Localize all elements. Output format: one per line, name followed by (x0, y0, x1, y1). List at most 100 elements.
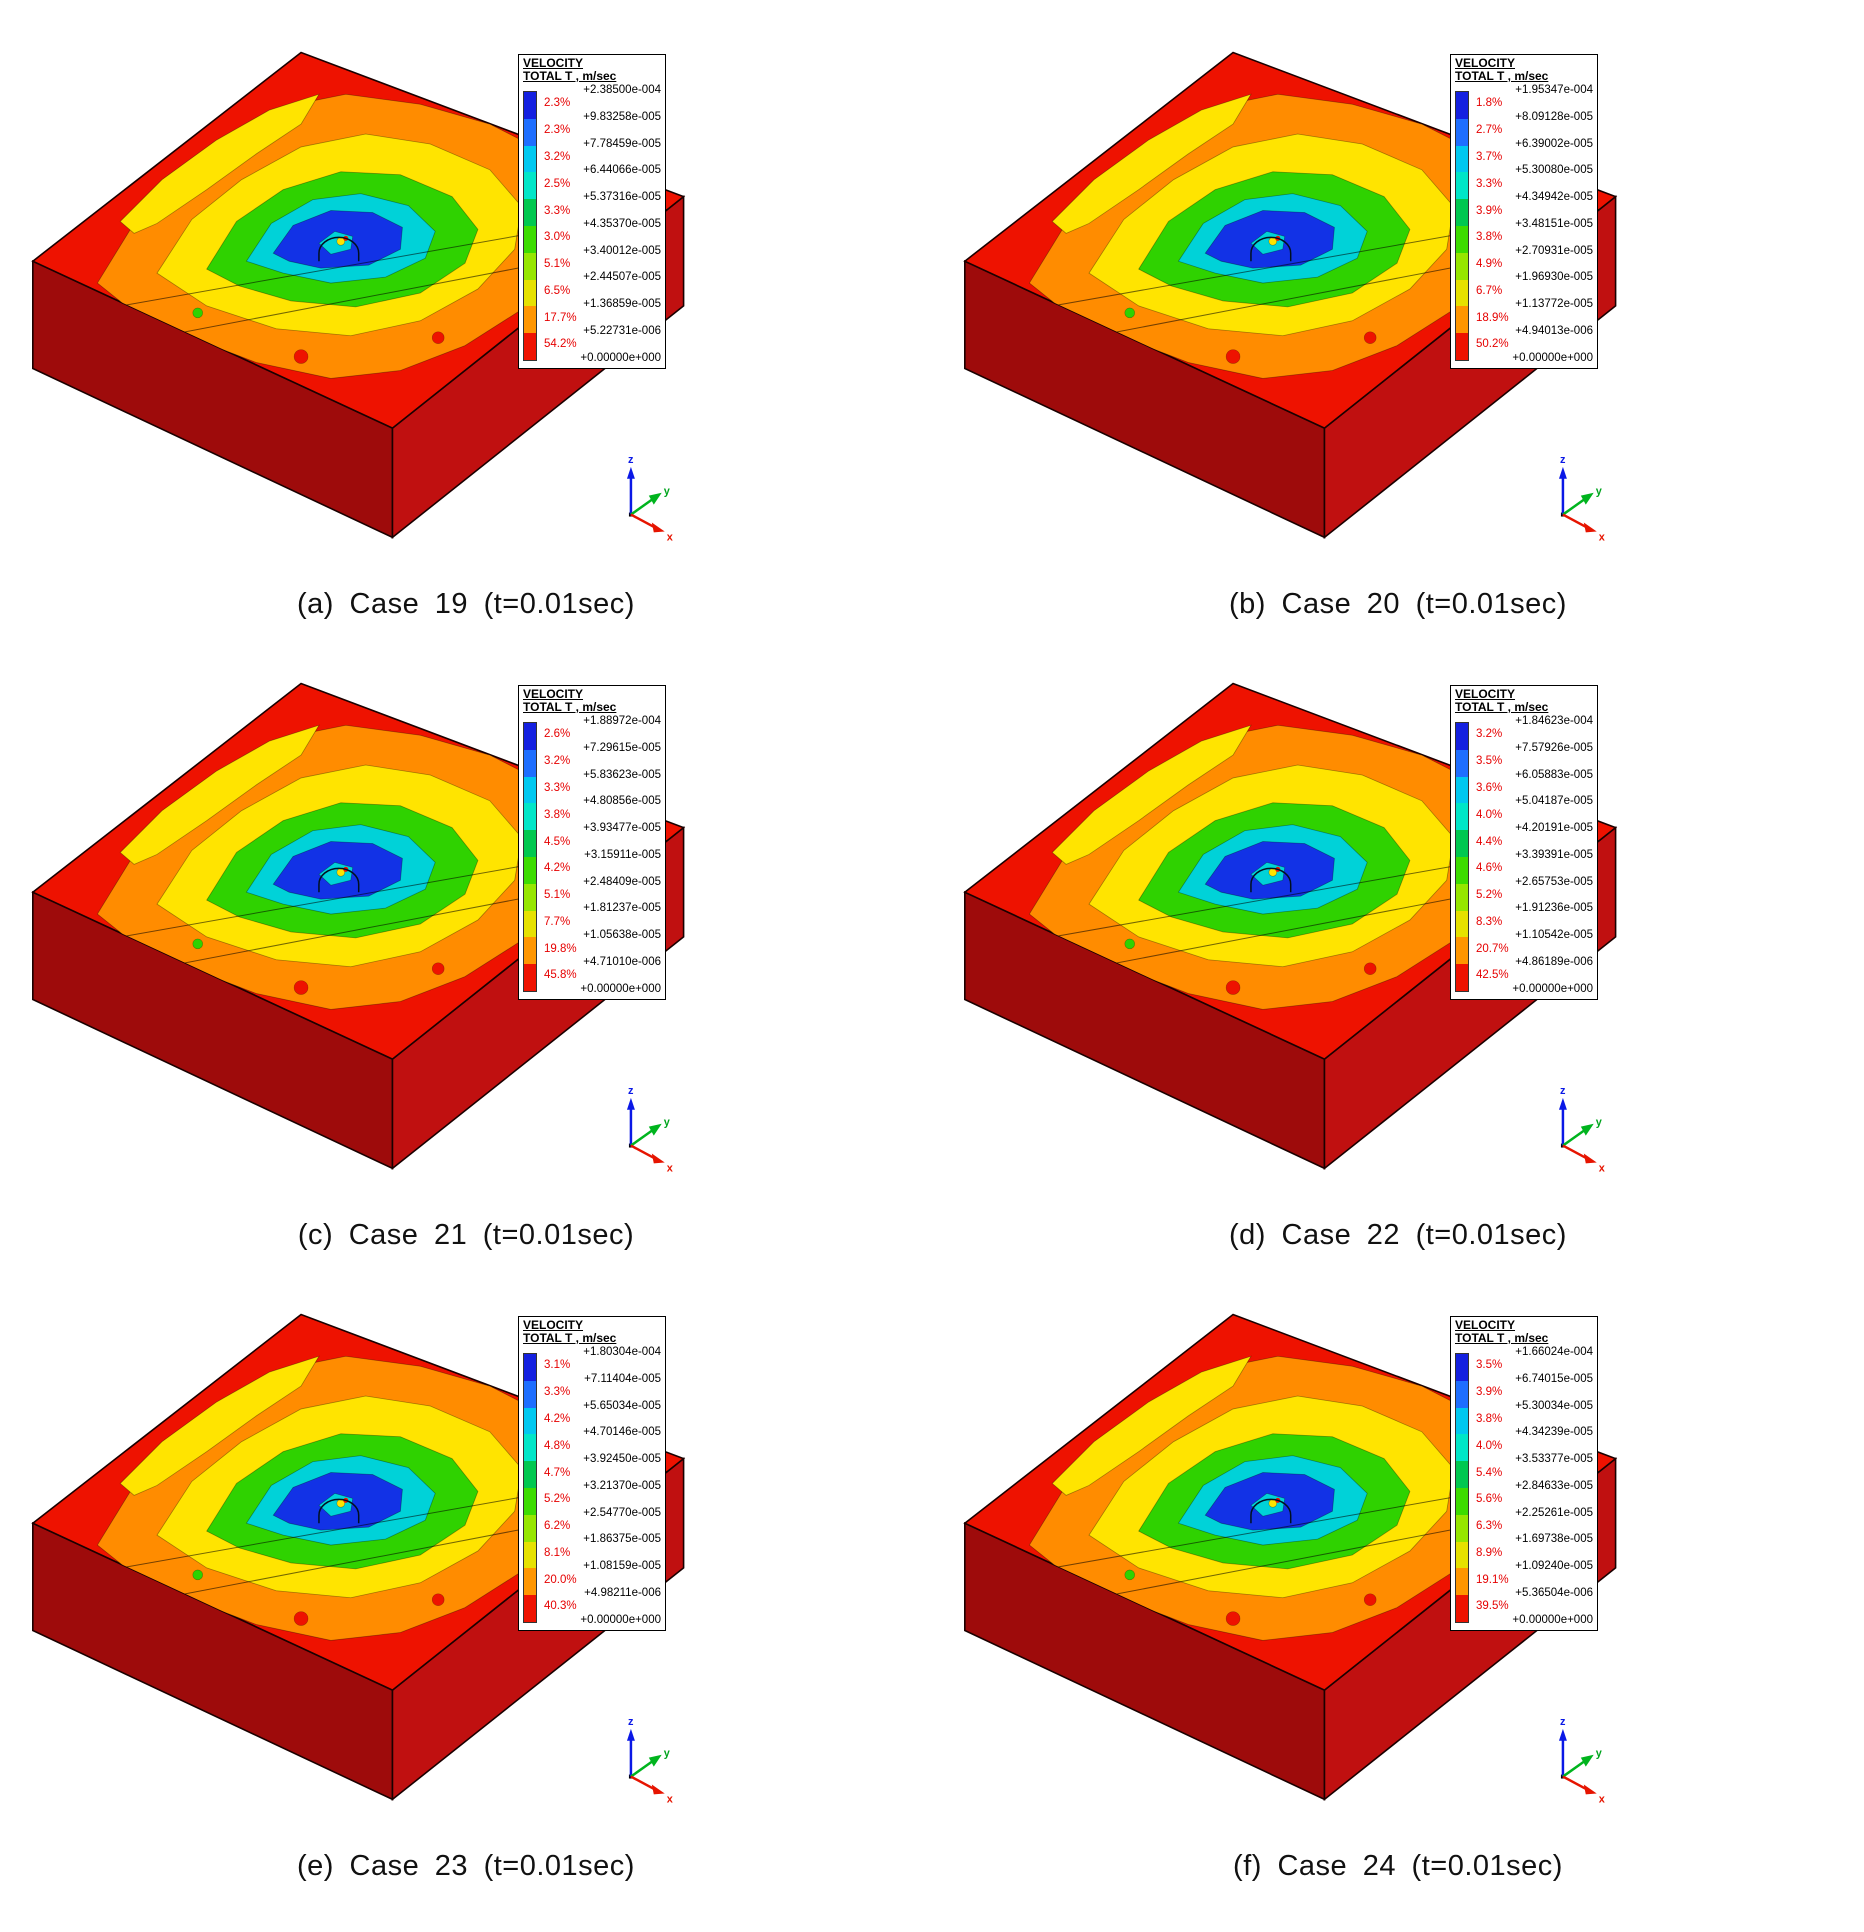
colorbar-cell (524, 856, 536, 884)
legend-value: +1.88972e-004 (583, 715, 661, 727)
colorbar-cell (1456, 1568, 1468, 1596)
legend-value: +1.91236e-005 (1515, 902, 1593, 915)
legend-value: +5.04187e-005 (1515, 795, 1593, 808)
legend-percent: 40.3% (544, 1600, 577, 1613)
colorbar-cell (1456, 333, 1468, 360)
legend-percent: 19.8% (544, 942, 577, 955)
colorbar-cell (524, 279, 536, 307)
model-viewport: z y x VELOCITY TOTAL T , m/sec +1.84623e… (935, 639, 1861, 1205)
result-panel: z y x VELOCITY TOTAL T , m/sec +1.84623e… (932, 639, 1864, 1270)
velocity-legend: VELOCITY TOTAL T , m/sec +1.95347e-004 1.… (1450, 54, 1598, 370)
legend-value: +2.38500e-004 (583, 84, 661, 96)
velocity-legend: VELOCITY TOTAL T , m/sec +1.88972e-004 2.… (518, 685, 666, 1001)
legend-title-line1: VELOCITY (523, 1318, 584, 1332)
y-axis-arrow (1562, 496, 1588, 516)
colorbar-cell (524, 333, 536, 360)
legend-value: +0.00000e+000 (1512, 351, 1593, 364)
x-axis-arrow (1562, 1144, 1590, 1161)
colorbar-cell (524, 145, 536, 173)
tunnel-arch-icon (1250, 867, 1292, 893)
colorbar-cell (524, 1541, 536, 1569)
legend-title-line1: VELOCITY (523, 687, 584, 701)
contour-patch-yellow-upperleft (119, 93, 320, 234)
legend-percent: 3.3% (544, 1386, 571, 1399)
colorbar-cell (524, 172, 536, 200)
legend-body: +1.95347e-004 1.8% +8.09128e-005 2.7% +6.390… (1455, 84, 1593, 365)
legend-percent: 3.3% (544, 781, 571, 794)
legend-percent: 4.7% (544, 1466, 571, 1479)
legend-body: +1.84623e-004 3.2% +7.57926e-005 3.5% +6.058… (1455, 715, 1593, 996)
contour-speck-red-1 (293, 980, 309, 995)
legend-percent: 3.9% (1476, 204, 1503, 217)
velocity-contours (64, 93, 684, 379)
colorbar-cell (1456, 856, 1468, 884)
x-axis-arrowhead (1583, 1153, 1597, 1164)
colorbar-cell (1456, 1487, 1468, 1515)
z-axis-arrowhead (626, 1728, 635, 1741)
velocity-legend: VELOCITY TOTAL T , m/sec +1.80304e-004 3.… (518, 1316, 666, 1632)
y-axis-label: y (1596, 1117, 1602, 1129)
colorbar-cell (524, 910, 536, 938)
legend-percent: 2.3% (544, 97, 571, 110)
legend-value: +6.74015e-005 (1515, 1372, 1593, 1385)
z-axis-label: z (1560, 454, 1566, 466)
x-axis-arrow (630, 1144, 658, 1161)
panel-caption: (d) Case 22 (t=0.01sec) (1229, 1219, 1567, 1251)
colorbar-cell (1456, 1541, 1468, 1569)
contour-speck-green (192, 307, 204, 319)
colorbar-cell (1456, 776, 1468, 804)
legend-value: +3.53377e-005 (1515, 1453, 1593, 1466)
x-axis-arrowhead (651, 522, 665, 533)
contour-speck-red-2 (1363, 331, 1377, 344)
legend-percent: 4.2% (544, 862, 571, 875)
legend-percent: 3.3% (544, 204, 571, 217)
figure-grid: z y x VELOCITY TOTAL T , m/sec +2.38500e… (0, 8, 1864, 1901)
legend-rows: +1.66024e-004 3.5% +6.74015e-005 3.9% +5.300… (1473, 1346, 1593, 1627)
colorbar-cell (1456, 1434, 1468, 1462)
result-panel: z y x VELOCITY TOTAL T , m/sec +1.66024e… (932, 1270, 1864, 1901)
legend-value: +1.66024e-004 (1515, 1346, 1593, 1358)
colorbar-cell (1456, 306, 1468, 334)
colorbar-cell (524, 964, 536, 991)
panel-caption: (c) Case 21 (t=0.01sec) (297, 1219, 635, 1251)
colorbar-cell (1456, 252, 1468, 280)
colorbar-cell (1456, 225, 1468, 253)
legend-value: +7.78459e-005 (583, 137, 661, 150)
x-axis-arrow (1562, 513, 1590, 530)
colorbar-cell (524, 1514, 536, 1542)
colorbar-cell (524, 118, 536, 146)
legend-value: +3.21370e-005 (583, 1479, 661, 1492)
legend-rows: +2.38500e-004 2.3% +9.83258e-005 2.3% +7.784… (541, 84, 661, 365)
panel-caption: (f) Case 24 (t=0.01sec) (1233, 1850, 1563, 1882)
legend-value: +1.96930e-005 (1515, 271, 1593, 284)
legend-percent: 5.1% (544, 889, 571, 902)
y-axis-label: y (664, 1748, 670, 1760)
legend-percent: 3.2% (1476, 728, 1503, 741)
fem-model-view: z y x (31, 682, 686, 1174)
legend-value: +5.83623e-005 (583, 768, 661, 781)
legend-percent: 17.7% (544, 311, 577, 324)
contour-speck-red-2 (431, 1593, 445, 1606)
contour-speck-red-1 (1225, 349, 1241, 364)
legend-value: +0.00000e+000 (1512, 1613, 1593, 1626)
legend-percent: 3.0% (544, 231, 571, 244)
panel-caption: (a) Case 19 (t=0.01sec) (297, 588, 635, 620)
fem-model-view: z y x (963, 682, 1618, 1174)
colorbar-cell (1456, 172, 1468, 200)
legend-body: +2.38500e-004 2.3% +9.83258e-005 2.3% +7.784… (523, 84, 661, 365)
legend-percent: 3.7% (1476, 150, 1503, 163)
contour-speck-green (1124, 1569, 1136, 1581)
z-axis-arrowhead (1558, 466, 1567, 479)
legend-title-line1: VELOCITY (523, 56, 584, 70)
result-panel: z y x VELOCITY TOTAL T , m/sec +1.80304e… (0, 1270, 932, 1901)
legend-value: +1.80304e-004 (583, 1346, 661, 1358)
legend-percent: 4.6% (1476, 862, 1503, 875)
colorbar-cell (524, 252, 536, 280)
legend-title-line2: TOTAL T , m/sec (1455, 700, 1549, 714)
fem-model-view: z y x (31, 1313, 686, 1805)
axis-triad: z y x (1558, 454, 1605, 543)
legend-colorbar (523, 91, 537, 361)
legend-value: +1.86375e-005 (583, 1533, 661, 1546)
colorbar-cell (1456, 92, 1468, 119)
legend-value: +3.40012e-005 (583, 244, 661, 257)
